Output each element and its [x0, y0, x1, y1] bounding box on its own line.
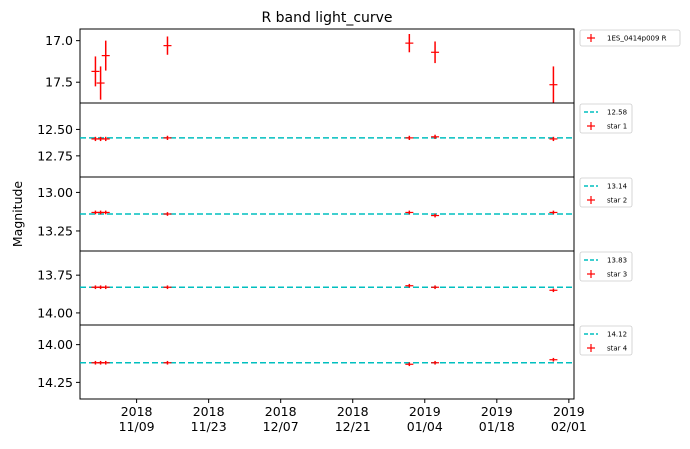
y-tick-label: 13.25 [37, 223, 73, 238]
panel-frame [79, 324, 575, 400]
x-tick-label-line1: 2019 [481, 404, 513, 419]
y-tick-label: 14.00 [37, 305, 73, 320]
data-point [91, 56, 100, 87]
data-point [163, 135, 172, 140]
data-point [405, 362, 414, 367]
data-point [163, 285, 172, 290]
data-point [101, 360, 110, 365]
x-tick-label-line1: 2018 [265, 404, 297, 419]
x-tick-label: 2018 11/09 [119, 404, 155, 434]
panel-4: 13.75 14.00 13.83 star 3 [37, 250, 633, 326]
legend-reference-label: 13.83 [607, 257, 627, 265]
x-tick-label-line2: 11/09 [119, 419, 155, 434]
y-tick-label: 12.50 [37, 122, 73, 137]
x-tick-label: 2018 12/07 [263, 404, 299, 434]
data-point [431, 213, 440, 218]
data-point [163, 360, 172, 365]
panel-frame [79, 102, 575, 178]
legend-5: 14.12 star 4 [579, 325, 633, 356]
y-tick-label: 13.00 [37, 185, 73, 200]
x-tick-label-line1: 2019 [409, 404, 441, 419]
x-tick-label-line1: 2018 [121, 404, 153, 419]
x-tick-label-line2: 01/04 [407, 419, 443, 434]
data-point [96, 66, 105, 100]
x-tick-label: 2019 01/04 [407, 404, 443, 434]
y-axis-label: Magnitude [10, 181, 25, 248]
data-point [163, 212, 172, 216]
data-point [549, 136, 558, 142]
data-point [405, 33, 414, 53]
legend-frame [579, 29, 681, 47]
chart-title: R band light_curve [261, 10, 392, 26]
data-point [101, 210, 110, 215]
legend-reference-label: 13.14 [607, 183, 628, 191]
x-tick-label-line2: 12/21 [335, 419, 371, 434]
panel-5: 14.00 14.25 14.12 star 4 [37, 324, 633, 400]
data-point [163, 36, 172, 55]
legend-series-label: star 4 [607, 345, 628, 353]
data-point [405, 210, 414, 215]
panel-frame [79, 250, 575, 326]
data-point [549, 288, 558, 293]
panel-3: 13.00 13.25 13.14 star 2 [37, 176, 633, 252]
y-tick-label: 17.0 [45, 33, 73, 48]
data-point [405, 135, 414, 140]
data-point [549, 66, 558, 103]
legend-2: 12.58 star 1 [579, 103, 633, 134]
x-tick-label: 2019 02/01 [551, 404, 587, 434]
panel-frame [79, 28, 575, 104]
x-tick-label-line2: 01/18 [479, 419, 515, 434]
data-point [431, 134, 440, 139]
x-tick-label-line1: 2019 [553, 404, 585, 419]
legend-4: 13.83 star 3 [579, 251, 633, 282]
legend-reference-label: 14.12 [607, 331, 627, 339]
data-point [431, 41, 440, 64]
data-point [549, 210, 558, 215]
panels-layer: 17.0 17.5 1ES_0414p009 R 12.50 12.75 12.58 sta… [37, 28, 681, 400]
data-point [101, 285, 110, 290]
legend-3: 13.14 star 2 [579, 177, 633, 208]
data-point [101, 40, 110, 71]
legend-reference-label: 12.58 [607, 109, 627, 117]
x-tick-label-line1: 2018 [337, 404, 369, 419]
x-tick-label: 2018 12/21 [335, 404, 371, 434]
x-tick-label-line2: 02/01 [551, 419, 587, 434]
x-tick-label-line1: 2018 [193, 404, 225, 419]
y-tick-label: 12.75 [37, 148, 73, 163]
legend-1: 1ES_0414p009 R [579, 29, 681, 47]
legend-series-label: 1ES_0414p009 R [607, 35, 667, 43]
data-point [549, 357, 558, 362]
data-point [431, 285, 440, 290]
data-point [431, 360, 440, 365]
x-tick-label: 2019 01/18 [479, 404, 515, 434]
legend-series-label: star 2 [607, 197, 627, 205]
data-point [405, 283, 414, 288]
y-tick-label: 17.5 [45, 75, 73, 90]
panel-1: 17.0 17.5 1ES_0414p009 R [45, 28, 681, 104]
panel-2: 12.50 12.75 12.58 star 1 [37, 102, 633, 178]
y-tick-label: 14.00 [37, 337, 73, 352]
x-tick-label-line2: 12/07 [263, 419, 299, 434]
y-tick-label: 13.75 [37, 268, 73, 283]
y-tick-label: 14.25 [37, 375, 73, 390]
x-tick-label-line2: 11/23 [191, 419, 227, 434]
data-point [101, 136, 110, 142]
legend-series-label: star 3 [607, 271, 627, 279]
legend-series-label: star 1 [607, 123, 627, 131]
x-tick-label: 2018 11/23 [191, 404, 227, 434]
